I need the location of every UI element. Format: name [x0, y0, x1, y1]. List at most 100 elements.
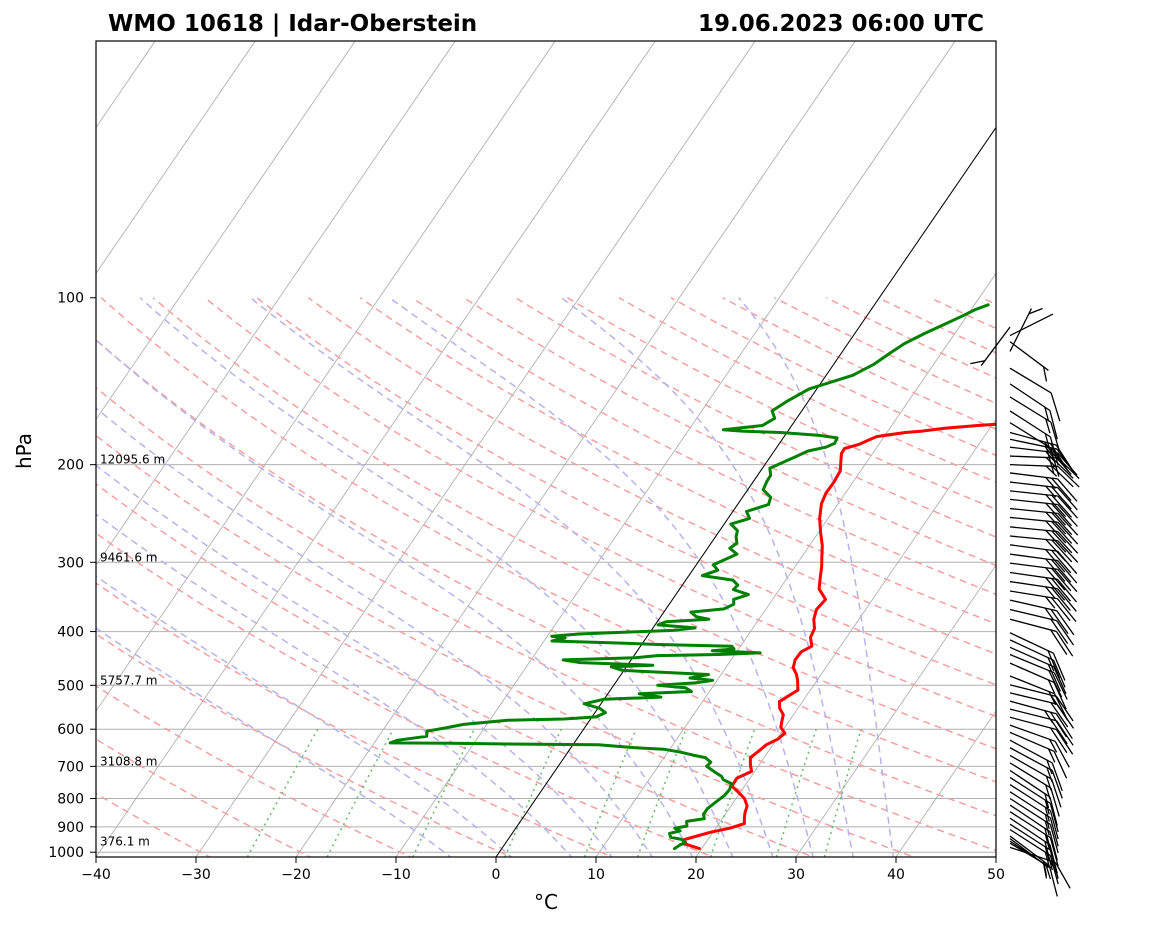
- barb-staff: [1009, 431, 1057, 446]
- barb-full-tick: [1050, 618, 1069, 644]
- barb-staff: [1009, 747, 1053, 772]
- barb-staff: [1009, 754, 1052, 780]
- barb-full-tick: [1051, 762, 1063, 792]
- barb-full-tick: [1049, 436, 1059, 466]
- barb-staff: [1009, 700, 1057, 715]
- barb-full-tick: [1051, 530, 1073, 554]
- wind-barb: [1009, 313, 1054, 337]
- moist-adiabat-line: [249, 297, 774, 857]
- barb-full-tick: [1051, 503, 1073, 527]
- barb-full-tick: [1049, 410, 1058, 440]
- barb-full-tick: [1057, 521, 1079, 545]
- barb-full-tick: [1056, 588, 1077, 612]
- moist-adiabat-line: [139, 297, 734, 857]
- barb-full-tick: [1049, 796, 1058, 826]
- barb-full-tick: [1044, 444, 1055, 474]
- x-tick-label: 50: [987, 867, 1005, 883]
- isotherm-line: [695, 418, 996, 857]
- barb-full-tick: [1057, 531, 1079, 554]
- barb-staff: [1009, 632, 1054, 654]
- barb-full-tick: [1057, 512, 1079, 536]
- barb-staff: [1009, 507, 1058, 514]
- x-tick-label: −20: [281, 867, 311, 883]
- moist-adiabat-line: [96, 338, 694, 857]
- barb-full-tick: [1053, 672, 1068, 700]
- barb-full-tick: [1053, 751, 1068, 779]
- wind-barb: [1009, 580, 1077, 612]
- barb-half-tick: [1045, 465, 1058, 477]
- barb-full-tick: [1057, 578, 1077, 603]
- barb-full-tick: [1051, 568, 1072, 592]
- barb-full-tick: [1057, 504, 1078, 527]
- barb-half-tick: [1045, 864, 1051, 880]
- wind-barb: [1009, 535, 1079, 563]
- dry-adiabat-line: [96, 482, 816, 857]
- dry-adiabat-line: [256, 297, 996, 686]
- barb-staff: [1009, 675, 1055, 695]
- barb-full-tick: [1045, 494, 1067, 518]
- barb-staff: [1009, 828, 1051, 857]
- barb-half-tick: [1044, 807, 1050, 822]
- barb-full-tick: [1045, 511, 1067, 535]
- moist-adiabat-line: [96, 464, 613, 857]
- barb-full-tick: [1052, 652, 1066, 681]
- barb-staff: [1009, 838, 1049, 868]
- barb-staff: [1009, 516, 1058, 523]
- barb-full-tick: [1051, 465, 1074, 488]
- barb-full-tick: [1051, 477, 1072, 501]
- barb-full-tick: [1045, 539, 1067, 562]
- barb-half-tick: [1045, 776, 1052, 791]
- wind-barbs: [970, 307, 1080, 897]
- barb-staff: [1009, 498, 1058, 506]
- wind-barb: [1009, 675, 1069, 721]
- barb-half-tick: [1042, 366, 1048, 382]
- x-tick-label: 10: [587, 867, 605, 883]
- barb-staff: [1009, 739, 1053, 764]
- barb-full-tick: [1049, 810, 1059, 840]
- wind-barb: [1009, 762, 1060, 817]
- barb-staff: [1009, 464, 1058, 468]
- barb-half-tick: [1045, 596, 1056, 609]
- barb-full-tick: [1051, 457, 1074, 479]
- moist-adiabat-line: [560, 297, 854, 857]
- barb-staff: [1009, 383, 1051, 412]
- wind-barb: [1009, 472, 1078, 502]
- barb-staff: [1009, 708, 1057, 722]
- height-label: 3108.8 m: [100, 754, 158, 768]
- barb-staff: [1009, 341, 1049, 371]
- wind-barb: [970, 326, 1011, 366]
- dry-adiabat-line: [515, 297, 996, 538]
- barb-full-tick: [1045, 502, 1067, 526]
- barb-full-tick: [1055, 713, 1073, 740]
- barb-half-tick: [1045, 586, 1056, 599]
- barb-staff: [1009, 762, 1052, 789]
- height-label: 12095.6 m: [100, 453, 165, 467]
- dry-adiabat-line: [96, 685, 413, 857]
- wind-barb: [1009, 396, 1060, 451]
- wind-barb: [1009, 464, 1080, 488]
- barb-staff: [1009, 769, 1051, 798]
- barb-full-tick: [1047, 664, 1062, 692]
- wind-barb: [1009, 828, 1059, 885]
- barb-full-tick: [1047, 650, 1061, 679]
- wind-barb: [1009, 797, 1059, 854]
- barb-full-tick: [1051, 559, 1072, 583]
- barb-staff: [1009, 599, 1057, 612]
- wind-barb: [1009, 784, 1059, 840]
- barb-full-tick: [1056, 610, 1075, 636]
- barb-staff: [1009, 608, 1057, 622]
- barb-full-tick: [1045, 567, 1066, 591]
- barb-full-tick: [1049, 837, 1059, 867]
- barb-full-tick: [1050, 597, 1071, 622]
- barb-half-tick: [1044, 433, 1050, 449]
- barb-staff: [1009, 724, 1056, 742]
- chart-title-right: 19.06.2023 06:00 UTC: [698, 11, 984, 37]
- wind-barb: [1009, 747, 1063, 799]
- barb-full-tick: [1055, 631, 1074, 657]
- barb-full-tick: [1045, 558, 1066, 582]
- barb-staff: [1009, 797, 1051, 825]
- x-tick-label: 20: [687, 867, 705, 883]
- mixing-ratio-line: [636, 728, 687, 857]
- barb-staff: [1009, 731, 1055, 752]
- barb-half-tick: [1042, 861, 1048, 876]
